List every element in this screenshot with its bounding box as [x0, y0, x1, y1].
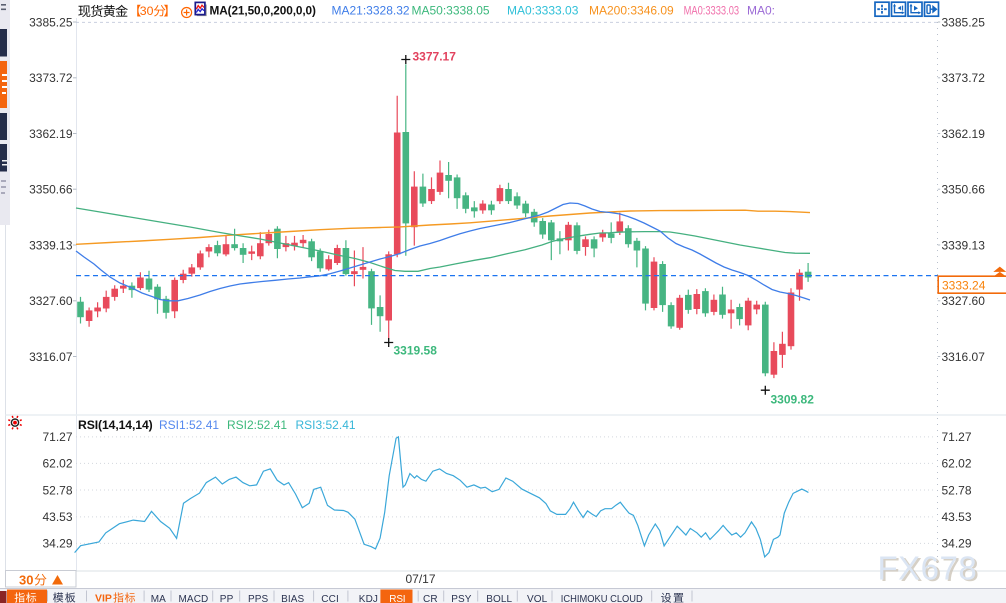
svg-text:PP: PP [220, 594, 234, 603]
svg-text:34.29: 34.29 [42, 537, 72, 551]
svg-text:3350.66: 3350.66 [29, 183, 73, 197]
svg-text:3316.07: 3316.07 [942, 350, 986, 364]
svg-text:3385.25: 3385.25 [942, 15, 986, 29]
svg-text:BIAS: BIAS [281, 594, 304, 603]
svg-text:MA0:3333.03: MA0:3333.03 [684, 4, 740, 18]
svg-text:FX678: FX678 [880, 551, 980, 588]
svg-text:3327.60: 3327.60 [29, 294, 73, 308]
svg-text:30: 30 [19, 573, 33, 588]
svg-text:3377.17: 3377.17 [413, 50, 457, 64]
svg-text:CCI: CCI [321, 594, 339, 603]
svg-text:3339.13: 3339.13 [29, 238, 73, 252]
svg-text:3373.72: 3373.72 [29, 71, 73, 85]
svg-text:3339.13: 3339.13 [942, 238, 986, 252]
svg-text:3309.82: 3309.82 [771, 393, 815, 407]
svg-text:62.02: 62.02 [942, 457, 972, 471]
svg-text:3319.58: 3319.58 [394, 344, 438, 358]
svg-text:MA21:3328.32: MA21:3328.32 [332, 4, 410, 18]
svg-text:PPS: PPS [248, 594, 269, 603]
svg-text:RSI1:52.41: RSI1:52.41 [159, 418, 219, 432]
svg-text:3385.25: 3385.25 [29, 15, 73, 29]
svg-text:MACD: MACD [179, 594, 209, 603]
svg-text:BOLL: BOLL [486, 594, 512, 603]
svg-text:KDJ: KDJ [359, 594, 378, 603]
svg-text:VIP: VIP [95, 592, 112, 603]
svg-text:MA200:3346.09: MA200:3346.09 [589, 4, 674, 18]
svg-text:3316.07: 3316.07 [29, 350, 73, 364]
svg-text:43.53: 43.53 [942, 510, 972, 524]
svg-text:FX678: FX678 [878, 550, 978, 587]
svg-text:3362.19: 3362.19 [942, 127, 986, 141]
svg-text:RSI(14,14,14): RSI(14,14,14) [78, 418, 153, 432]
svg-text:PSY: PSY [451, 594, 472, 603]
svg-text:34.29: 34.29 [942, 537, 972, 551]
svg-text:3350.66: 3350.66 [942, 183, 986, 197]
svg-text:43.53: 43.53 [42, 510, 72, 524]
svg-text:MA50:3338.05: MA50:3338.05 [412, 4, 490, 18]
svg-text:30: 30 [140, 4, 154, 18]
svg-text:71.27: 71.27 [42, 430, 72, 444]
svg-text:CR: CR [423, 594, 438, 603]
svg-text:RSI: RSI [389, 594, 405, 603]
svg-text:VOL: VOL [527, 594, 548, 603]
svg-text:MA: MA [151, 594, 166, 603]
svg-text:RSI2:52.41: RSI2:52.41 [227, 418, 287, 432]
svg-text:MA0:3333.03: MA0:3333.03 [507, 4, 579, 18]
svg-text:3373.72: 3373.72 [942, 71, 986, 85]
svg-text:3327.60: 3327.60 [942, 294, 986, 308]
svg-text:3362.19: 3362.19 [29, 127, 73, 141]
svg-text:RSI3:52.41: RSI3:52.41 [296, 418, 356, 432]
svg-text:07/17: 07/17 [406, 572, 436, 586]
svg-text:52.78: 52.78 [42, 483, 72, 497]
svg-text:3333.24: 3333.24 [942, 279, 986, 293]
svg-text:52.78: 52.78 [942, 483, 972, 497]
svg-text:MA0:: MA0: [747, 4, 775, 18]
svg-text:MA(21,50,0,200,0,0): MA(21,50,0,200,0,0) [210, 4, 316, 18]
svg-text:ICHIMOKU CLOUD: ICHIMOKU CLOUD [561, 594, 643, 603]
svg-text:71.27: 71.27 [942, 430, 972, 444]
svg-text:62.02: 62.02 [42, 457, 72, 471]
